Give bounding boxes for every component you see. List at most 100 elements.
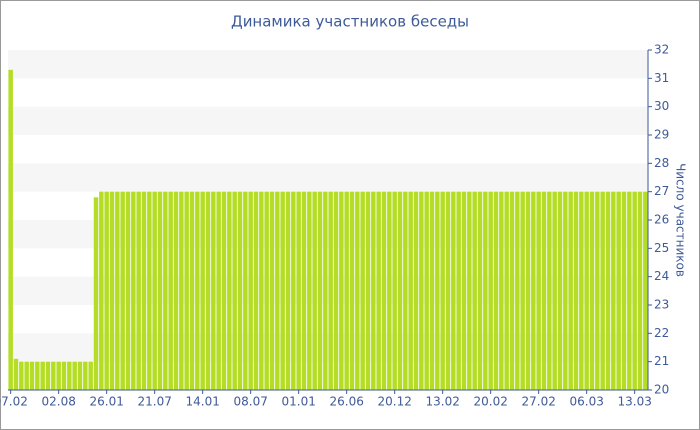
bar [45, 361, 51, 390]
bar [643, 191, 648, 390]
bar [317, 191, 323, 390]
x-tick-label: 26.06 [329, 395, 363, 409]
bar [621, 191, 627, 390]
x-tick-label: 01.01 [281, 395, 315, 409]
x-tick-label: 13.02 [425, 395, 459, 409]
y-tick-label: 21 [654, 354, 669, 368]
bar [104, 191, 109, 390]
bar [67, 361, 72, 390]
bar [120, 191, 125, 390]
y-tick-label: 28 [654, 156, 669, 170]
bar [461, 191, 467, 390]
bar [184, 191, 189, 390]
bar [259, 191, 264, 390]
bar [472, 191, 477, 390]
bar [147, 191, 152, 390]
y-tick-label: 26 [654, 213, 669, 227]
bar [403, 191, 408, 390]
bar [211, 191, 216, 390]
bar [536, 191, 541, 390]
x-tick-label: 14.01 [185, 395, 219, 409]
x-tick-label: 06.03 [569, 395, 603, 409]
x-tick-label: 26.01 [89, 395, 123, 409]
bar [525, 191, 531, 390]
bar [563, 191, 568, 390]
bar [77, 361, 83, 390]
bar [232, 191, 237, 390]
bar [520, 191, 525, 390]
bar [349, 191, 355, 390]
bar [408, 191, 413, 390]
y-tick-label: 22 [654, 326, 669, 340]
bar [531, 191, 536, 390]
bar [152, 191, 157, 390]
bar [216, 191, 221, 390]
bar [605, 191, 611, 390]
bar [413, 191, 419, 390]
bar [445, 191, 451, 390]
bar [435, 191, 440, 390]
bar [419, 191, 424, 390]
bar [221, 191, 227, 390]
bar [616, 191, 621, 390]
bar [323, 191, 328, 390]
bar [328, 191, 333, 390]
bar [440, 191, 445, 390]
bar [451, 191, 456, 390]
bar [88, 361, 93, 390]
bar [381, 191, 387, 390]
x-tick-label: 08.07 [233, 395, 267, 409]
bar [397, 191, 403, 390]
bar [632, 191, 637, 390]
bar [227, 191, 232, 390]
bar [493, 191, 499, 390]
x-tick-label: 21.07 [137, 395, 171, 409]
bar [307, 191, 312, 390]
bar [584, 191, 589, 390]
bar [109, 191, 115, 390]
bar [40, 361, 45, 390]
bar [344, 191, 349, 390]
grid-band [8, 106, 648, 135]
bar [557, 191, 563, 390]
bar [600, 191, 605, 390]
bar [611, 191, 616, 390]
bar [195, 191, 200, 390]
bar [504, 191, 509, 390]
bar [61, 361, 67, 390]
bar [243, 191, 248, 390]
y-tick-label: 24 [654, 269, 669, 283]
bar [467, 191, 472, 390]
y-tick-label: 30 [654, 99, 669, 113]
bar [509, 191, 515, 390]
bar [99, 191, 104, 390]
y-tick-label: 27 [654, 184, 669, 198]
y-tick-label: 29 [654, 128, 669, 142]
y-tick-label: 25 [654, 241, 669, 255]
bar [8, 69, 13, 390]
bar [200, 191, 205, 390]
bar [83, 361, 88, 390]
bar [29, 361, 35, 390]
bar [291, 191, 296, 390]
y-axis-label: Число участников [674, 163, 688, 277]
y-tick-label: 31 [654, 71, 669, 85]
bar [456, 191, 461, 390]
bar [360, 191, 365, 390]
x-tick-label: 27.02 [521, 395, 555, 409]
bar [173, 191, 179, 390]
x-tick-label: 07.02 [0, 395, 28, 409]
grid-band [8, 163, 648, 192]
bar [589, 191, 595, 390]
bar [483, 191, 488, 390]
bar [392, 191, 397, 390]
bar [595, 191, 600, 390]
bar [333, 191, 339, 390]
bar [72, 361, 77, 390]
x-tick-label: 13.03 [617, 395, 651, 409]
grid-band [8, 220, 648, 249]
x-tick-label: 20.12 [377, 395, 411, 409]
bar [269, 191, 275, 390]
bar [253, 191, 259, 390]
bar [355, 191, 360, 390]
